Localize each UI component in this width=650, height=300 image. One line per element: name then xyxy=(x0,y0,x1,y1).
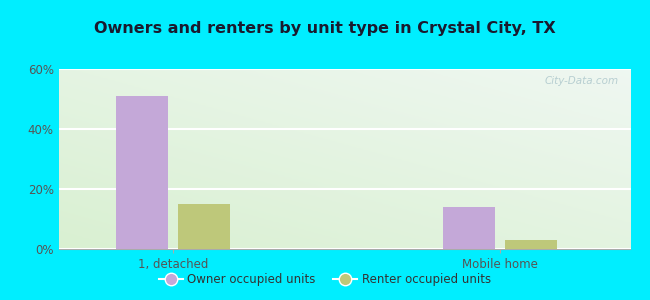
Bar xyxy=(116,96,168,249)
Legend: Owner occupied units, Renter occupied units: Owner occupied units, Renter occupied un… xyxy=(154,269,496,291)
Text: City-Data.com: City-Data.com xyxy=(545,76,619,86)
Bar xyxy=(443,207,495,249)
Bar xyxy=(504,240,557,249)
Bar xyxy=(178,204,230,249)
Text: Owners and renters by unit type in Crystal City, TX: Owners and renters by unit type in Cryst… xyxy=(94,21,556,36)
